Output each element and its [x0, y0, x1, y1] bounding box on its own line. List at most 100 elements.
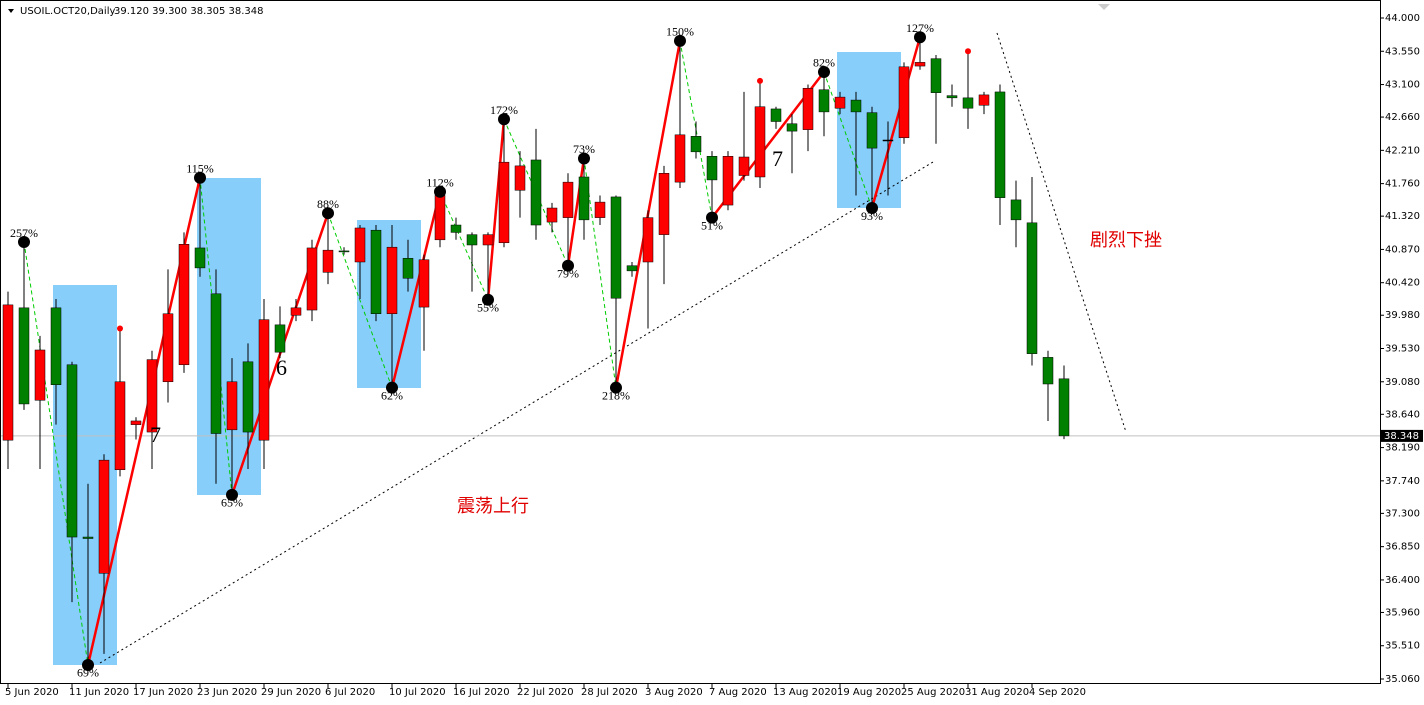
y-tick-label: 35.060	[1385, 674, 1420, 685]
pivot-label: 218%	[602, 388, 630, 402]
y-tick-label: 40.420	[1385, 278, 1420, 289]
y-tick-label: 35.960	[1385, 607, 1420, 618]
y-tick-label: 43.100	[1385, 80, 1420, 91]
candle-body	[882, 139, 894, 142]
y-tick-label: 36.400	[1385, 575, 1420, 586]
marker-dot	[117, 325, 123, 332]
candle-body	[434, 195, 446, 241]
candle-body	[850, 99, 862, 113]
candle-body	[594, 201, 606, 218]
candle-body	[98, 459, 110, 574]
candle-body	[738, 156, 750, 176]
candle-body	[242, 361, 254, 433]
last-price-box	[1381, 429, 1423, 442]
x-tick-label: 7 Aug 2020	[709, 687, 767, 698]
x-tick-label: 25 Aug 2020	[901, 687, 965, 698]
marker-dot	[965, 48, 971, 55]
pivot-label: 257%	[10, 226, 38, 240]
candle-body	[546, 207, 558, 223]
zigzag	[583, 158, 617, 388]
candle-body	[18, 307, 30, 405]
candle-body	[898, 66, 910, 139]
x-tick-label: 19 Aug 2020	[837, 687, 901, 698]
candle-body	[386, 246, 398, 314]
candle-body	[930, 58, 942, 93]
y-tick-label: 35.510	[1385, 641, 1420, 652]
x-tick-label: 29 Jun 2020	[261, 687, 321, 698]
x-tick-label: 5 Jun 2020	[5, 687, 59, 698]
candle-body	[306, 247, 318, 311]
pivot	[482, 293, 494, 306]
pivot-label: 172%	[490, 103, 518, 117]
zigzag	[823, 71, 873, 209]
y-tick-label: 36.850	[1385, 542, 1420, 553]
last-price-label: 38.348	[1384, 431, 1419, 442]
candle-body	[274, 324, 286, 353]
y-tick-label: 42.660	[1385, 112, 1420, 123]
zigzag	[566, 158, 586, 266]
trend-line	[99, 161, 934, 664]
candle-body	[338, 250, 350, 253]
candle-body	[610, 196, 622, 299]
pivot-label: 62%	[381, 388, 403, 402]
candle-body	[578, 176, 590, 221]
candle-body	[866, 112, 878, 149]
candle-body	[146, 359, 158, 433]
highlight-box	[197, 178, 261, 495]
y-tick-label: 39.080	[1385, 377, 1420, 388]
pivot-label: 112%	[426, 176, 454, 190]
pivot	[706, 211, 718, 224]
candle-body	[290, 307, 302, 316]
wave-label: 7	[772, 146, 783, 171]
candle-body	[34, 349, 46, 401]
candle-body	[178, 243, 190, 366]
x-tick-label: 17 Jun 2020	[133, 687, 193, 698]
candle-body	[498, 161, 510, 244]
candle-body	[226, 381, 238, 431]
pivot	[386, 381, 398, 394]
zigzag	[439, 191, 489, 300]
x-tick-label: 4 Sep 2020	[1029, 687, 1086, 698]
pivot-label: 88%	[317, 197, 339, 211]
candle-body	[834, 96, 846, 109]
candle-body	[450, 224, 462, 233]
candle-body	[322, 249, 334, 273]
pivot-label: 55%	[477, 300, 499, 314]
candle-body	[1042, 357, 1054, 385]
zigzag	[679, 40, 713, 218]
candle-body	[962, 97, 974, 109]
candle-body	[722, 156, 734, 206]
candle-body	[418, 259, 430, 308]
wave-label: 6	[276, 355, 287, 380]
y-tick-label: 38.640	[1385, 409, 1420, 420]
y-tick-label: 44.000	[1385, 13, 1420, 24]
x-tick-label: 11 Jun 2020	[69, 687, 129, 698]
candle-body	[130, 420, 142, 425]
candle-body	[482, 234, 494, 246]
pivot-label: 65%	[221, 496, 243, 510]
frame	[0, 0, 1381, 684]
candle-body	[354, 227, 366, 263]
pivot	[818, 65, 830, 78]
symbol: USOIL.OCT20,Daily	[20, 6, 115, 17]
wave-label: 7	[150, 422, 161, 447]
y-tick-label: 38.190	[1385, 443, 1420, 454]
pivot-label: 69%	[77, 666, 99, 680]
zigzag	[870, 36, 922, 209]
y-tick-label: 40.870	[1385, 244, 1420, 255]
x-tick-label: 10 Jul 2020	[389, 687, 446, 698]
pivot-label: 127%	[906, 21, 934, 35]
candle-body	[802, 87, 814, 130]
y-tick-label: 41.320	[1385, 211, 1420, 222]
candle-body	[706, 156, 718, 181]
candle-body	[194, 247, 206, 269]
candle-body	[114, 381, 126, 471]
pivot	[498, 113, 510, 126]
pivot-label: 150%	[666, 25, 694, 39]
candle-body	[674, 134, 686, 183]
pivot-label: 79%	[557, 266, 579, 280]
menu-icon	[8, 9, 14, 13]
pivot	[866, 202, 878, 215]
pivot	[674, 34, 686, 47]
